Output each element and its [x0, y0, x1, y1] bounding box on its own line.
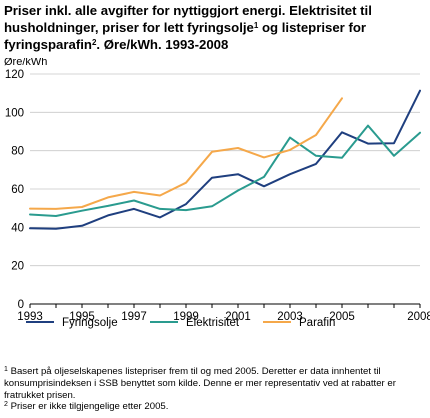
data-point-elektrisitet-2005: [341, 157, 343, 159]
data-point-elektrisitet-1995: [81, 210, 83, 212]
data-point-parafin-2001: [237, 147, 239, 149]
data-point-fyringsolje-1994: [55, 228, 57, 230]
data-point-fyringsolje-2002: [263, 185, 265, 187]
line-chart: 0 20 40 60 80 100 120 Øre/kWh 1993 1995 1997 1999…: [4, 58, 430, 329]
data-point-elektrisitet-1996: [107, 205, 109, 207]
chart-title: Priser inkl. alle avgifter for nyttiggjo…: [4, 2, 428, 53]
data-point-parafin-2004: [315, 134, 317, 136]
x-tick-2003: 2003: [277, 311, 303, 323]
y-tick-20: 20: [11, 261, 24, 273]
data-point-parafin-1995: [81, 206, 83, 208]
data-point-elektrisitet-2004: [315, 155, 317, 157]
y-tick-60: 60: [11, 184, 24, 196]
data-point-fyringsolje-2000: [211, 177, 213, 179]
x-tick-1999: 1999: [173, 311, 199, 323]
x-tick-1995: 1995: [69, 311, 95, 323]
data-point-elektrisitet-2006: [367, 125, 369, 127]
data-point-elektrisitet-2002: [263, 176, 265, 178]
title-line-3-end: . Øre/kWh. 1993-2008: [96, 37, 229, 52]
data-point-parafin-1994: [55, 208, 57, 210]
legend-label-fyringsolje: Fyringsolje: [62, 317, 118, 329]
data-point-fyringsolje-2006: [367, 143, 369, 145]
data-point-elektrisitet-1999: [185, 209, 187, 211]
data-point-fyringsolje-2001: [237, 173, 239, 175]
y-tick-80: 80: [11, 146, 24, 158]
y-axis-ticks: 0 20 40 60 80 100 120: [5, 69, 24, 311]
data-point-fyringsolje-1999: [185, 203, 187, 205]
data-point-elektrisitet-2003: [289, 137, 291, 139]
footnote-2-text: Priser er ikke tilgjengelige etter 2005.: [7, 401, 169, 413]
data-point-parafin-1997: [133, 191, 135, 193]
series-line-parafin: [29, 97, 343, 210]
data-point-parafin-1998: [159, 195, 161, 197]
data-point-fyringsolje-2008: [419, 90, 421, 92]
data-point-fyringsolje-2003: [289, 173, 291, 175]
title-line-2: husholdninger, priser for lett fyringsol…: [4, 19, 428, 36]
x-axis: 1993 1995 1997 1999 2001 2003 2005 2008: [17, 303, 430, 323]
data-point-elektrisitet-1998: [159, 208, 161, 210]
data-point-parafin-1999: [185, 182, 187, 184]
gridlines: [30, 73, 420, 267]
data-point-elektrisitet-1994: [55, 215, 57, 217]
x-tick-2001: 2001: [225, 311, 251, 323]
x-tick-2008: 2008: [407, 311, 430, 323]
y-tick-100: 100: [5, 107, 24, 119]
y-tick-120: 120: [5, 69, 24, 81]
data-point-parafin-1993: [29, 208, 31, 210]
title-line-2-end: og listepriser for: [258, 20, 367, 35]
series-line-fyringsolje: [29, 89, 421, 230]
footnote-2-number: 2: [4, 401, 8, 409]
data-point-fyringsolje-2007: [393, 142, 395, 144]
data-point-fyringsolje-1998: [159, 216, 161, 218]
title-line-3: fyringsparafin2. Øre/kWh. 1993-2008: [4, 36, 428, 53]
data-point-elektrisitet-2001: [237, 190, 239, 192]
footnote-1-text: Basert på oljeselskapenes listepriser fr…: [4, 366, 396, 401]
series-line-elektrisitet: [29, 124, 421, 217]
data-point-fyringsolje-1993: [29, 227, 31, 229]
footnote-1: 1 Basert på oljeselskapenes listepriser …: [4, 366, 428, 401]
x-tick-1997: 1997: [121, 311, 147, 323]
data-point-parafin-2002: [263, 156, 265, 158]
data-point-fyringsolje-2004: [315, 163, 317, 165]
footnote-2-marker: 2: [91, 38, 97, 47]
series-lines: [29, 89, 421, 230]
data-point-fyringsolje-1996: [107, 215, 109, 217]
data-point-parafin-2000: [211, 151, 213, 153]
data-point-elektrisitet-2008: [419, 132, 421, 134]
legend-label-elektrisitet: Elektrisitet: [186, 317, 240, 329]
legend: Fyringsolje Elektrisitet Parafin: [26, 317, 335, 329]
title-line-2-start: husholdninger, priser for lett fyringsol…: [4, 20, 254, 35]
footnote-1-marker: 1: [253, 21, 259, 30]
x-tick-1993: 1993: [17, 311, 43, 323]
title-line-1: Priser inkl. alle avgifter for nyttiggjo…: [4, 3, 372, 18]
footnote-1-number: 1: [4, 366, 8, 373]
data-point-fyringsolje-2005: [341, 131, 343, 133]
x-tick-2005: 2005: [329, 311, 355, 323]
data-point-parafin-2003: [289, 149, 291, 151]
footnote-2: 2 Priser er ikke tilgjengelige etter 200…: [4, 401, 428, 413]
y-axis-label: Øre/kWh: [4, 58, 47, 68]
data-point-elektrisitet-2007: [393, 155, 395, 157]
title-line-3-start: fyringsparafin: [4, 37, 92, 52]
data-point-fyringsolje-1997: [133, 208, 135, 210]
data-point-elektrisitet-1997: [133, 200, 135, 202]
y-tick-40: 40: [11, 222, 24, 234]
legend-label-parafin: Parafin: [299, 317, 335, 329]
data-point-parafin-1996: [107, 197, 109, 199]
y-tick-0: 0: [18, 299, 24, 311]
footnotes: 1 Basert på oljeselskapenes listepriser …: [4, 366, 428, 413]
data-point-elektrisitet-1993: [29, 214, 31, 216]
data-point-elektrisitet-2000: [211, 205, 213, 207]
data-point-fyringsolje-1995: [81, 225, 83, 227]
data-point-parafin-2005: [341, 97, 343, 99]
